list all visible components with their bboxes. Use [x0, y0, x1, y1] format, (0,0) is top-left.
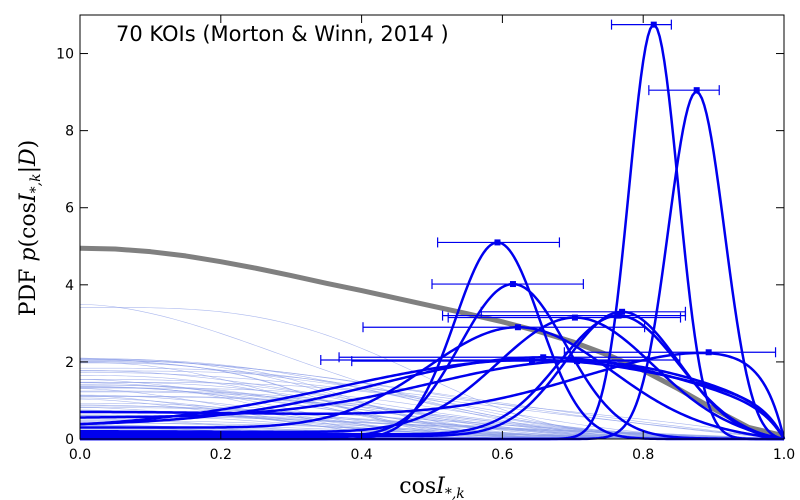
y-axis-label: PDF p(cosI*,k|D) — [16, 140, 44, 317]
x-axis-label: cosI*,k — [399, 474, 465, 500]
data-point — [509, 281, 516, 288]
individual-curve — [80, 282, 784, 441]
y-tick-label: 4 — [65, 278, 74, 294]
y-tick-label: 10 — [56, 47, 74, 63]
faint-curve — [80, 405, 785, 440]
individual-curve — [80, 310, 785, 441]
y-tick-label: 8 — [65, 124, 74, 140]
y-tick-label: 2 — [65, 355, 74, 371]
error-bars — [320, 19, 777, 367]
data-point — [540, 354, 547, 361]
data-point — [615, 312, 622, 319]
x-tick-label: 0.2 — [210, 447, 232, 463]
data-point — [574, 358, 581, 365]
individual-curve — [80, 316, 785, 441]
y-tick-label: 0 — [65, 432, 74, 448]
x-tick-label: 0.6 — [491, 447, 513, 463]
faint-curve — [79, 372, 785, 440]
data-point — [619, 308, 626, 315]
individual-curve — [80, 314, 785, 441]
data-point — [528, 356, 535, 363]
x-tick-label: 1.0 — [773, 447, 795, 463]
x-tick-label: 0.4 — [350, 447, 372, 463]
data-point — [494, 239, 501, 246]
individual-curve — [79, 359, 786, 440]
data-point — [693, 87, 700, 94]
data-point — [514, 324, 521, 331]
x-tick-label: 0.0 — [69, 447, 91, 463]
chart-title: 70 KOIs (Morton & Winn, 2014 ) — [116, 22, 449, 46]
data-point — [705, 349, 712, 356]
individual-curve — [79, 358, 786, 440]
x-tick-label: 0.8 — [632, 447, 654, 463]
data-point — [571, 314, 578, 321]
data-point — [650, 21, 657, 28]
population-curve-layer — [79, 245, 785, 439]
individual-curve — [80, 325, 785, 441]
population-curve — [79, 245, 785, 439]
y-tick-label: 6 — [65, 201, 74, 217]
plot-frame — [79, 14, 785, 440]
